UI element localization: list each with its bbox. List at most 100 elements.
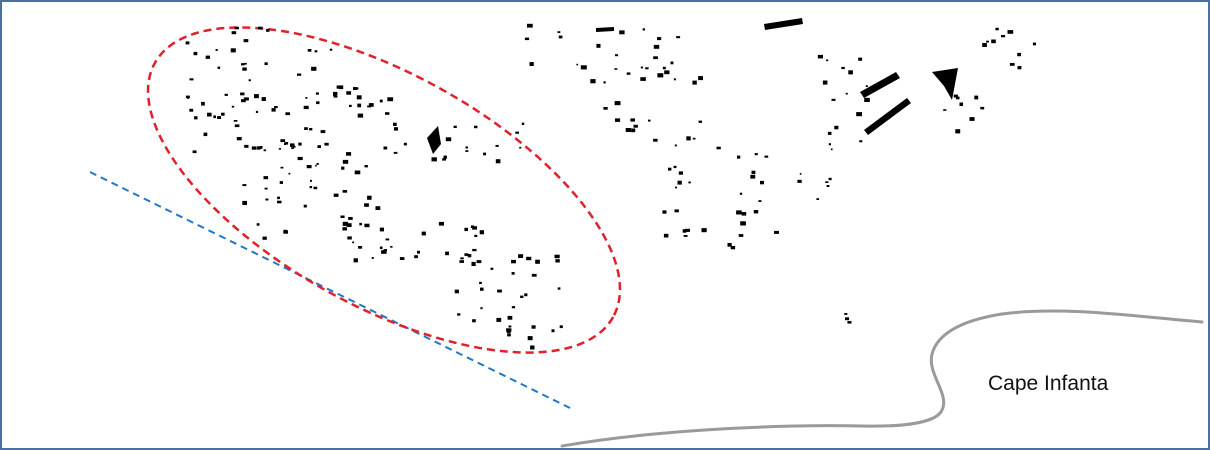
observation-dot xyxy=(615,54,619,57)
observation-dot xyxy=(995,27,999,31)
observation-dot xyxy=(496,317,502,322)
observation-dot xyxy=(554,254,560,259)
observation-dot xyxy=(664,70,670,75)
observation-dot xyxy=(185,95,190,99)
streak-mark xyxy=(860,72,900,98)
observation-dot xyxy=(454,289,459,294)
observation-dot xyxy=(645,67,649,70)
observation-dot xyxy=(234,26,239,30)
observation-dot xyxy=(421,231,426,236)
observation-dot xyxy=(511,306,516,309)
observation-dot xyxy=(847,321,852,324)
observation-dot xyxy=(682,229,687,233)
observation-dot xyxy=(1009,63,1015,66)
observation-dot xyxy=(189,108,194,112)
observation-dot xyxy=(354,170,361,175)
observation-dot xyxy=(603,81,606,84)
observation-dot xyxy=(515,131,519,134)
observation-dot xyxy=(385,112,390,115)
observation-dot xyxy=(507,333,511,337)
observation-dot xyxy=(310,179,312,182)
observation-dot xyxy=(625,128,632,132)
observation-dot xyxy=(698,76,703,81)
observation-dot xyxy=(683,235,688,237)
observation-dot xyxy=(464,227,468,232)
observation-dot xyxy=(508,325,512,328)
observation-dot xyxy=(848,70,853,75)
observation-dot xyxy=(303,204,307,208)
observation-dot xyxy=(955,129,961,134)
observation-dot xyxy=(524,37,530,41)
observation-dot xyxy=(193,51,198,56)
observation-dot xyxy=(1007,30,1014,34)
observation-dot xyxy=(531,325,536,329)
observation-dot xyxy=(730,246,736,250)
observation-dot xyxy=(248,79,251,82)
observation-dot xyxy=(263,176,269,180)
observation-dot xyxy=(353,87,357,90)
observation-dot xyxy=(685,228,690,232)
observation-dot xyxy=(490,267,494,270)
observation-dot xyxy=(201,101,205,106)
observation-dot xyxy=(215,49,218,51)
observation-dot xyxy=(529,62,534,66)
observation-dot xyxy=(653,138,658,142)
observation-dot xyxy=(559,325,563,329)
observation-dot xyxy=(816,198,819,200)
observation-dot xyxy=(826,185,830,187)
arrow-mark xyxy=(427,126,441,154)
observation-dot xyxy=(445,137,452,142)
observation-dot xyxy=(283,230,288,234)
observation-dot xyxy=(474,234,478,237)
observation-dot xyxy=(375,206,381,210)
observation-dot xyxy=(674,144,677,147)
observation-dot xyxy=(453,125,457,128)
observation-dot xyxy=(403,142,407,146)
observation-dot xyxy=(339,85,344,90)
observation-dot xyxy=(305,97,308,99)
observation-dot xyxy=(258,26,263,30)
observation-dot xyxy=(688,181,691,184)
observation-dot xyxy=(241,99,246,103)
observation-dot xyxy=(551,329,555,333)
observation-dot xyxy=(845,317,850,321)
observation-dot xyxy=(431,157,437,162)
observation-dot xyxy=(242,67,247,71)
observation-dot xyxy=(359,222,362,226)
observation-dot xyxy=(457,313,461,316)
observation-dot xyxy=(233,120,238,122)
observation-dot xyxy=(630,118,635,122)
observation-dot xyxy=(495,159,501,164)
observation-dot xyxy=(472,319,476,323)
observation-dot xyxy=(315,164,317,167)
observation-dot xyxy=(675,186,677,189)
observation-dot xyxy=(751,170,756,175)
observation-dot xyxy=(265,198,269,201)
observation-dot xyxy=(677,180,682,185)
dense-marks xyxy=(427,18,958,154)
observation-dot xyxy=(828,143,831,146)
observation-dot xyxy=(217,66,221,69)
observation-dot xyxy=(476,260,482,264)
observation-dot xyxy=(192,150,197,154)
observation-dot xyxy=(242,184,247,187)
observation-dot xyxy=(865,85,868,87)
observation-dot xyxy=(304,127,308,130)
observation-dot xyxy=(364,223,370,228)
observation-dot xyxy=(580,65,587,70)
observation-dot xyxy=(799,173,802,175)
observation-dot xyxy=(459,260,464,263)
observation-dot xyxy=(497,289,502,293)
observation-dot xyxy=(527,23,533,28)
observation-dot xyxy=(315,92,319,95)
observation-dot xyxy=(320,130,326,134)
observation-dot xyxy=(480,307,483,310)
observation-dot xyxy=(342,190,348,193)
observation-dot xyxy=(393,127,398,131)
observation-dot xyxy=(399,257,405,260)
observation-dot xyxy=(614,101,621,106)
observation-dot xyxy=(347,236,352,240)
observation-dot xyxy=(316,163,319,165)
observation-dot xyxy=(291,147,294,149)
